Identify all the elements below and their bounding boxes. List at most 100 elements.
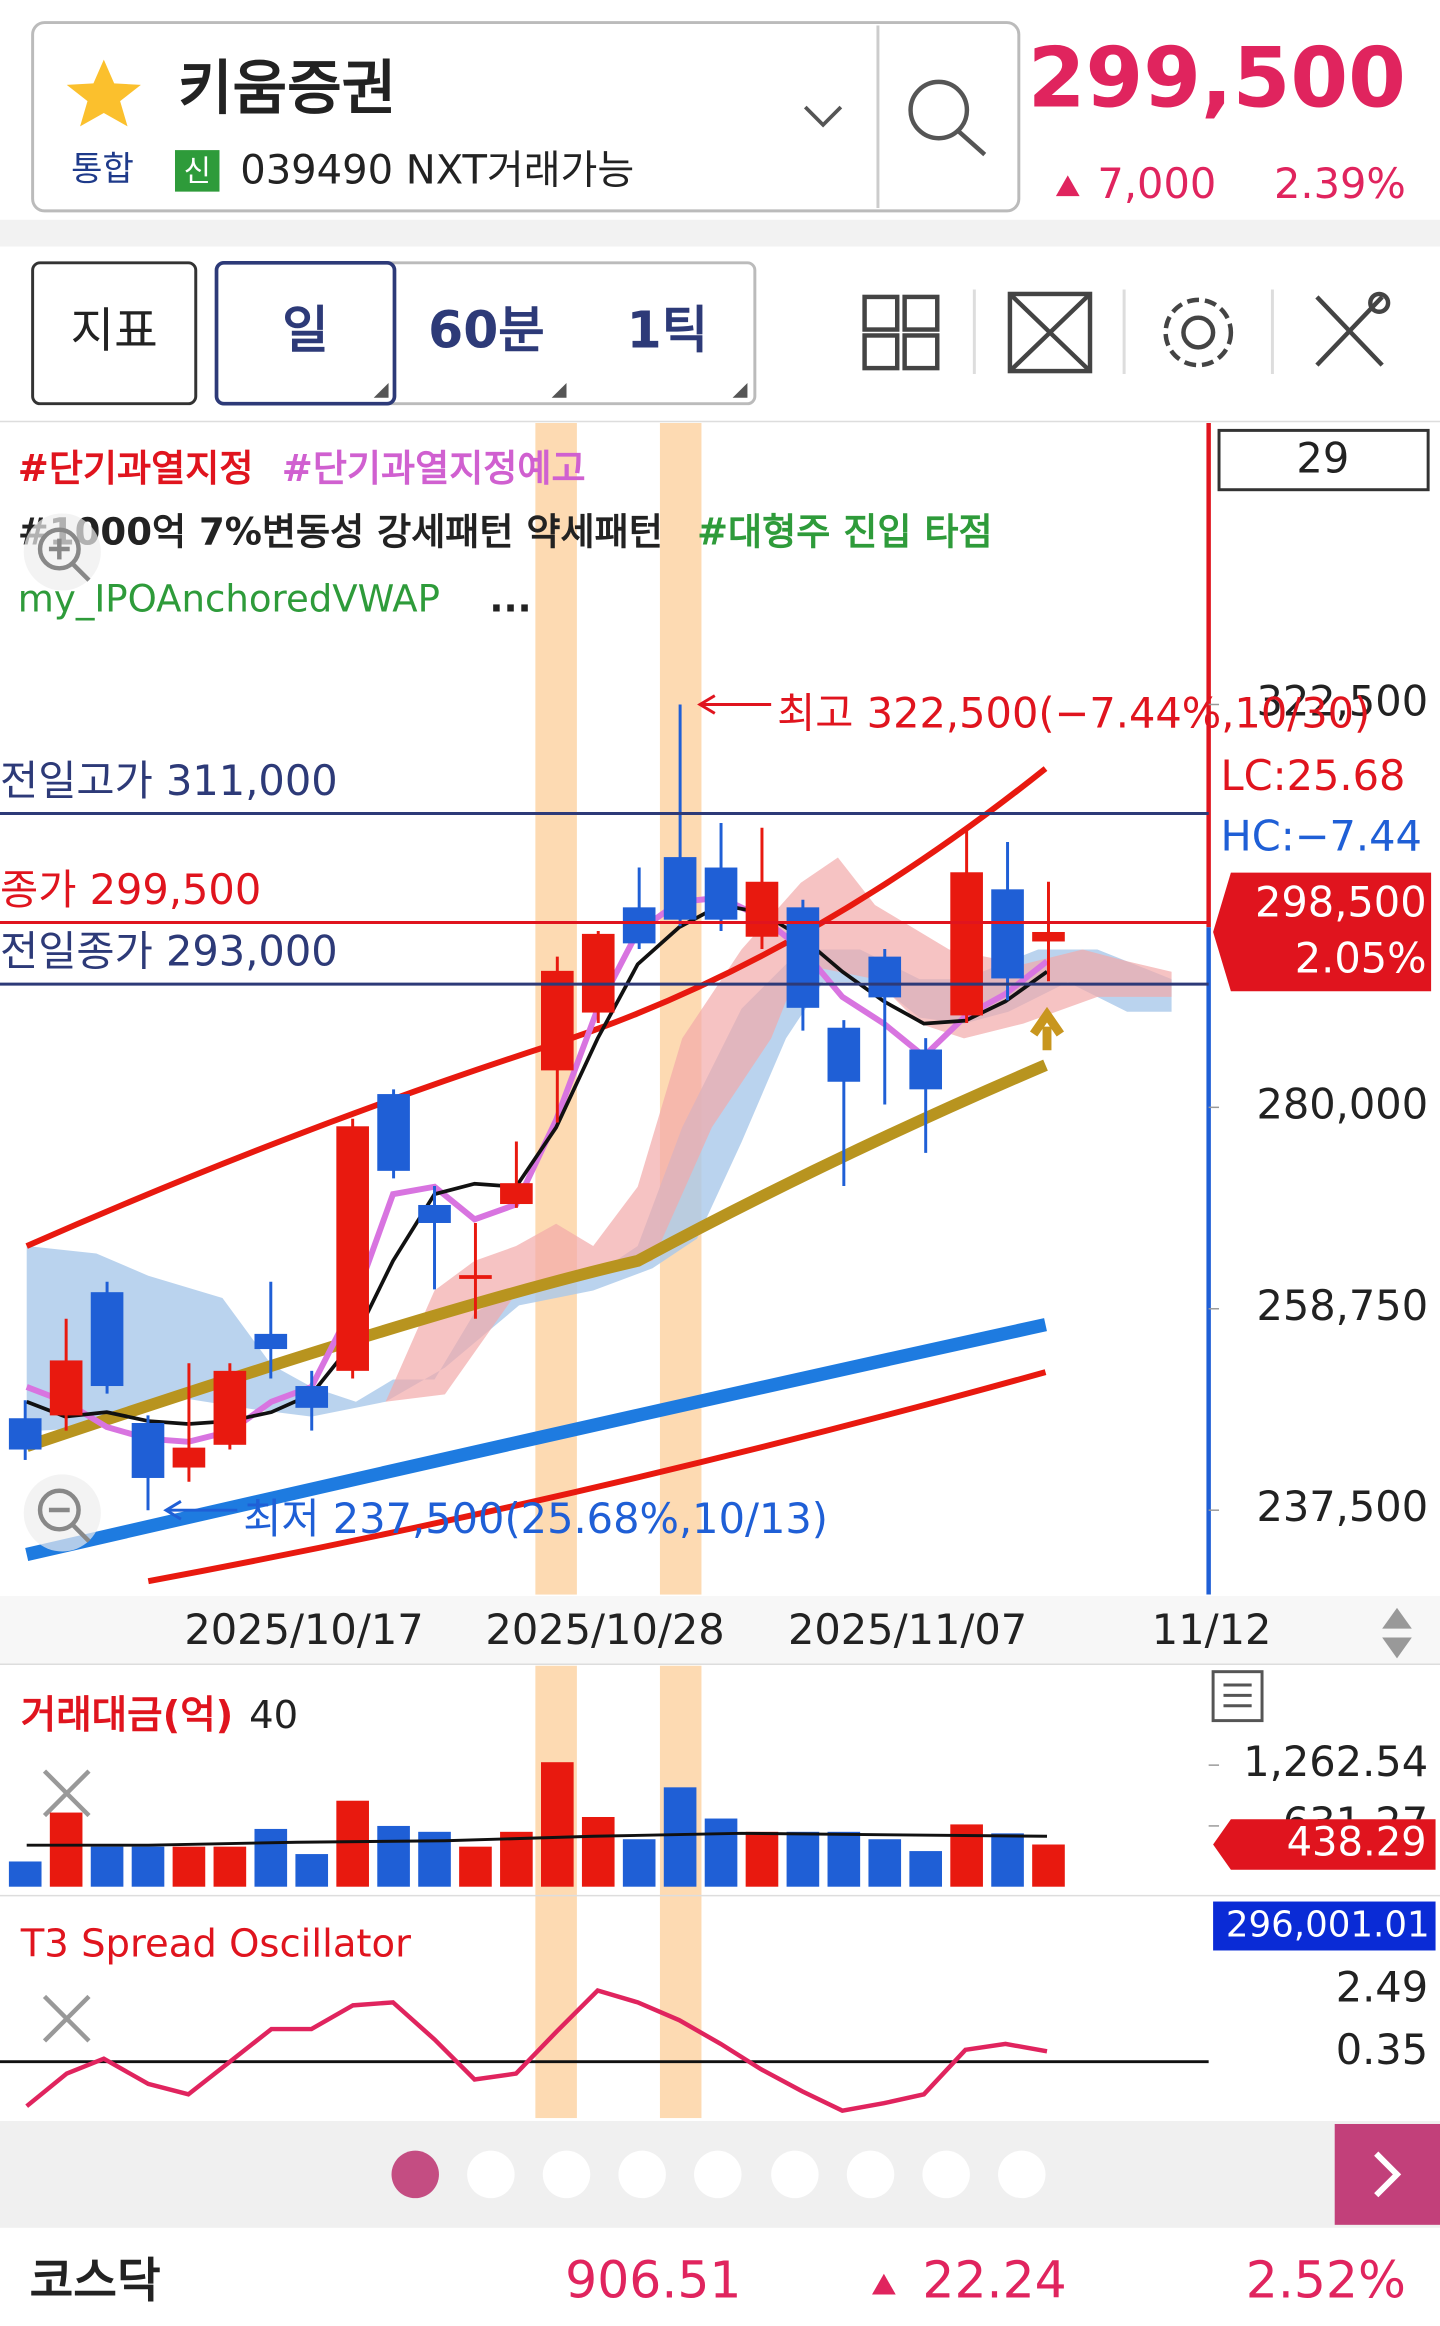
candle-body bbox=[663, 857, 697, 920]
reference-label: 종가 299,500 bbox=[0, 865, 261, 914]
indicator-tag: #대형주 진입 타점 bbox=[697, 511, 993, 554]
volume-current: 438.29 bbox=[1287, 1820, 1427, 1866]
tick-label[interactable]: 1틱 bbox=[627, 300, 708, 359]
volume-bar bbox=[213, 1846, 247, 1887]
indicator-more[interactable]: ... bbox=[489, 577, 531, 620]
candle-body bbox=[418, 1204, 451, 1223]
volume-bar bbox=[581, 1816, 615, 1887]
indicator-label: 지표 bbox=[71, 304, 158, 359]
volume-bar bbox=[909, 1851, 943, 1887]
candle-body bbox=[295, 1386, 329, 1408]
search-icon[interactable] bbox=[908, 79, 987, 157]
layout-icon[interactable] bbox=[862, 294, 940, 371]
indicator-tag: #단기과열지정 bbox=[18, 447, 254, 490]
volume-bars bbox=[8, 1762, 1065, 1887]
volume-bar bbox=[131, 1846, 165, 1887]
index-change: 22.24 bbox=[922, 2251, 1066, 2310]
candle-body bbox=[868, 956, 902, 998]
x-tick-label: 2025/10/17 bbox=[184, 1605, 423, 1654]
y-tick-label: 1,262.54 bbox=[1243, 1737, 1428, 1786]
volume-tag bbox=[1213, 1819, 1436, 1870]
candle-body bbox=[500, 1183, 533, 1205]
candle-body bbox=[622, 907, 656, 944]
search-box[interactable] bbox=[31, 21, 1021, 213]
hc-label: HC:−7.44 bbox=[1221, 812, 1422, 861]
count-box bbox=[1217, 428, 1430, 492]
candle-body bbox=[172, 1447, 206, 1468]
short-ma bbox=[25, 894, 1049, 1445]
candle-body bbox=[909, 1049, 943, 1090]
index-value: 906.51 bbox=[565, 2251, 741, 2310]
price-change: 7,000 bbox=[1097, 159, 1216, 208]
page-dots[interactable] bbox=[391, 2150, 1046, 2199]
oscillator-title: T3 Spread Oscillator bbox=[20, 1922, 411, 1967]
zoom-out[interactable] bbox=[23, 1474, 101, 1552]
lower-band bbox=[147, 1369, 1047, 1585]
x-tick-label: 2025/10/28 bbox=[485, 1605, 724, 1654]
candle-body bbox=[950, 872, 983, 1016]
count: 29 bbox=[1296, 434, 1349, 483]
volume-bar bbox=[991, 1833, 1024, 1887]
candle-body bbox=[8, 1418, 42, 1450]
current-tag bbox=[1213, 872, 1432, 992]
reference-label: 전일고가 311,000 bbox=[0, 756, 338, 805]
index-name: 코스닥 bbox=[30, 2254, 161, 2309]
menu-icon[interactable] bbox=[1211, 1670, 1264, 1723]
lc-label: LC:25.68 bbox=[1221, 751, 1406, 800]
favorite-star[interactable] bbox=[66, 59, 141, 127]
volume-bar bbox=[827, 1831, 861, 1887]
next-button[interactable] bbox=[1334, 2123, 1440, 2225]
next-icon bbox=[1374, 2151, 1402, 2198]
candle-body bbox=[336, 1126, 369, 1371]
volume-bar bbox=[541, 1762, 574, 1887]
highlight-band bbox=[659, 1665, 702, 2119]
volume-bar bbox=[500, 1831, 533, 1887]
current-rate: 2.05% bbox=[1295, 934, 1427, 983]
settings-icon[interactable] bbox=[1163, 297, 1234, 368]
indicator-tag: my_IPOAnchoredVWAP bbox=[18, 577, 440, 620]
osc-level: 2.49 bbox=[1336, 1963, 1428, 2012]
candle-body bbox=[213, 1370, 247, 1445]
candle-body bbox=[131, 1422, 165, 1478]
market-label: 통합 bbox=[71, 149, 134, 189]
candle-body bbox=[377, 1094, 410, 1171]
low-arrow-head bbox=[163, 1500, 182, 1521]
close-oscillator[interactable] bbox=[42, 1994, 91, 2043]
volume-bar bbox=[254, 1828, 288, 1887]
volume-bar bbox=[868, 1839, 902, 1887]
min60-label[interactable]: 60분 bbox=[428, 300, 545, 359]
fullscreen-icon[interactable] bbox=[1007, 291, 1093, 374]
volume-bar bbox=[663, 1787, 697, 1887]
volume-title: 거래대금(억) bbox=[21, 1693, 234, 1738]
candle-body bbox=[254, 1333, 288, 1350]
day-button[interactable] bbox=[214, 260, 397, 406]
indicator-button[interactable] bbox=[31, 261, 198, 406]
volume-bar bbox=[459, 1846, 492, 1887]
volume-bar bbox=[172, 1846, 206, 1887]
tools-icon[interactable] bbox=[1315, 291, 1391, 367]
candle-body bbox=[49, 1360, 83, 1416]
highlight-band bbox=[659, 422, 702, 1595]
x-tick-label: 11/12 bbox=[1152, 1605, 1272, 1654]
candle-body bbox=[90, 1292, 124, 1387]
up-arrow bbox=[872, 2273, 896, 2295]
volume-bar bbox=[950, 1824, 983, 1887]
reference-label: 전일종가 293,000 bbox=[0, 926, 338, 975]
volume-bar bbox=[745, 1831, 779, 1887]
scroll-arrows[interactable] bbox=[1382, 1607, 1412, 1659]
candle-body bbox=[1032, 931, 1065, 942]
dropdown[interactable] bbox=[803, 105, 843, 128]
zoom-in[interactable] bbox=[23, 513, 101, 591]
y-tick-label: 237,500 bbox=[1256, 1482, 1428, 1531]
vwap-line bbox=[25, 1318, 1047, 1562]
current-price: 298,500 bbox=[1255, 877, 1427, 926]
badge-bg bbox=[174, 150, 220, 192]
close-volume[interactable] bbox=[42, 1769, 91, 1818]
high-label: 최고 322,500(−7.44%,10/30) bbox=[777, 688, 1370, 737]
cloud-blue bbox=[26, 949, 1172, 1432]
volume-bar bbox=[336, 1800, 369, 1887]
price-rate: 2.39% bbox=[1274, 159, 1406, 208]
stock-name: 키움증권 bbox=[178, 53, 396, 122]
y-tick-label: 280,000 bbox=[1256, 1079, 1428, 1128]
